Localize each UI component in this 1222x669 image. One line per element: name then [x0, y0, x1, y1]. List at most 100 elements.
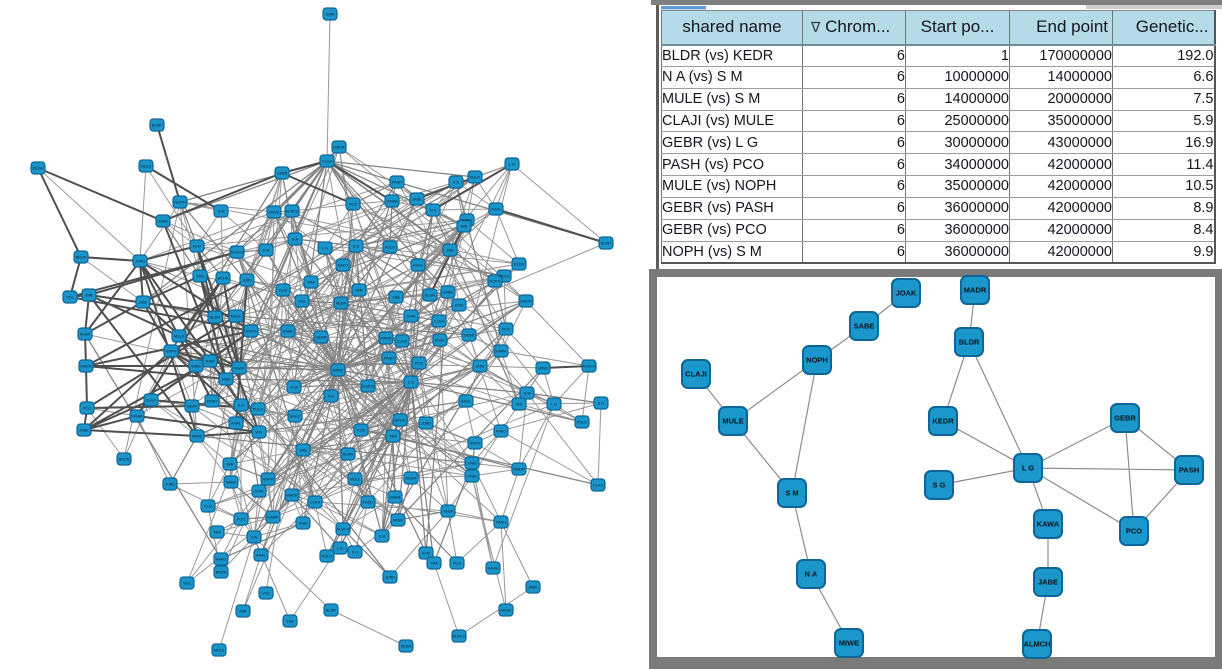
- svg-text:N A: N A: [516, 403, 523, 407]
- svg-text:JOAK: JOAK: [325, 13, 335, 17]
- svg-text:S M: S M: [379, 535, 386, 539]
- svg-text:TRA: TRA: [196, 275, 204, 279]
- svg-text:ALMCH: ALMCH: [452, 635, 466, 639]
- svg-text:CLAJI: CLAJI: [322, 160, 332, 164]
- svg-text:GEBR: GEBR: [316, 336, 327, 340]
- svg-text:S M: S M: [524, 392, 531, 396]
- svg-text:NAKO: NAKO: [290, 415, 301, 419]
- svg-text:JURD: JURD: [242, 279, 252, 283]
- svg-text:JOAK: JOAK: [406, 315, 416, 319]
- svg-text:ZAB: ZAB: [286, 620, 294, 624]
- svg-text:S G: S G: [353, 245, 360, 249]
- svg-text:VOL: VOL: [298, 300, 306, 304]
- svg-text:S G: S G: [933, 481, 946, 490]
- svg-text:MADR: MADR: [964, 286, 987, 295]
- svg-text:CLAJI: CLAJI: [310, 501, 320, 505]
- svg-text:S M: S M: [218, 210, 225, 214]
- svg-text:N A: N A: [805, 570, 818, 579]
- svg-text:PULO: PULO: [385, 246, 395, 250]
- svg-text:JURD: JURD: [421, 422, 431, 426]
- svg-text:AHAL: AHAL: [461, 400, 471, 404]
- svg-text:BLDR: BLDR: [343, 453, 353, 457]
- svg-text:MIWE: MIWE: [333, 369, 344, 373]
- svg-text:ZAB: ZAB: [139, 301, 147, 305]
- svg-text:MULE: MULE: [214, 649, 225, 653]
- svg-text:MADR: MADR: [513, 468, 524, 472]
- svg-text:PASH: PASH: [392, 181, 402, 185]
- svg-text:N A: N A: [430, 209, 437, 213]
- svg-text:JABE: JABE: [298, 522, 308, 526]
- svg-text:NAKO: NAKO: [496, 430, 507, 434]
- svg-text:GEBR: GEBR: [277, 172, 288, 176]
- svg-text:GEBR: GEBR: [464, 334, 475, 338]
- svg-text:AHAL: AHAL: [491, 208, 501, 212]
- svg-text:GEBR: GEBR: [1114, 414, 1136, 423]
- svg-text:BLDR: BLDR: [959, 338, 980, 347]
- svg-text:NOPH: NOPH: [246, 330, 257, 334]
- svg-text:ALMCH: ALMCH: [1023, 640, 1050, 649]
- svg-text:MULE: MULE: [141, 165, 152, 169]
- svg-text:ALMCH: ALMCH: [230, 251, 244, 255]
- svg-text:GEBR: GEBR: [187, 405, 198, 409]
- svg-text:NAKO: NAKO: [462, 219, 473, 223]
- svg-text:KAWA: KAWA: [268, 516, 279, 520]
- svg-text:L G: L G: [1022, 464, 1035, 473]
- svg-text:KLM: KLM: [193, 245, 201, 249]
- svg-text:CLAJI: CLAJI: [685, 370, 707, 379]
- svg-text:PASH: PASH: [363, 501, 373, 505]
- svg-text:JOAK: JOAK: [254, 490, 264, 494]
- svg-text:MIR: MIR: [356, 289, 363, 293]
- svg-text:JOAK: JOAK: [896, 289, 917, 298]
- svg-text:KAWA: KAWA: [496, 350, 507, 354]
- svg-text:BRUN: BRUN: [395, 419, 406, 423]
- svg-text:PCO: PCO: [349, 203, 357, 207]
- svg-text:MADR: MADR: [380, 337, 391, 341]
- svg-text:PCO: PCO: [453, 562, 461, 566]
- svg-text:ALMCH: ALMCH: [285, 210, 299, 214]
- svg-text:BRUN: BRUN: [119, 458, 130, 462]
- svg-text:SABE: SABE: [467, 462, 478, 466]
- svg-text:JOAK: JOAK: [205, 360, 215, 364]
- svg-text:BRUN: BRUN: [216, 571, 227, 575]
- svg-text:L G: L G: [551, 403, 557, 407]
- svg-text:NOPH: NOPH: [806, 356, 828, 365]
- svg-text:JURD: JURD: [385, 576, 395, 580]
- svg-text:MIR: MIR: [240, 610, 247, 614]
- svg-text:PASH: PASH: [435, 339, 445, 343]
- svg-text:JABE: JABE: [412, 198, 422, 202]
- svg-text:JABE: JABE: [79, 429, 89, 433]
- svg-text:NOPH: NOPH: [263, 478, 274, 482]
- svg-text:KLM: KLM: [279, 289, 287, 293]
- svg-text:PCO: PCO: [237, 518, 245, 522]
- svg-text:VOL: VOL: [262, 592, 270, 596]
- svg-text:BLDR: BLDR: [601, 242, 611, 246]
- svg-text:TRA: TRA: [213, 531, 221, 535]
- svg-text:TRA: TRA: [389, 435, 397, 439]
- svg-text:L G: L G: [408, 381, 414, 385]
- svg-text:MADR: MADR: [333, 146, 344, 150]
- svg-text:GEBR: GEBR: [390, 496, 401, 500]
- svg-text:KEDR: KEDR: [33, 167, 44, 171]
- svg-text:JABE: JABE: [528, 586, 538, 590]
- svg-text:S M: S M: [291, 386, 298, 390]
- svg-text:KEDR: KEDR: [514, 263, 525, 267]
- svg-text:KAWA: KAWA: [1037, 520, 1060, 529]
- svg-text:BLDR: BLDR: [425, 294, 435, 298]
- svg-text:PCO: PCO: [83, 407, 91, 411]
- svg-text:MIWE: MIWE: [501, 609, 512, 613]
- svg-text:NOPH: NOPH: [490, 280, 501, 284]
- svg-text:CLAJI: CLAJI: [397, 340, 407, 344]
- svg-text:PCO: PCO: [502, 328, 510, 332]
- svg-text:TRA: TRA: [430, 562, 438, 566]
- svg-text:KAWA: KAWA: [488, 567, 499, 571]
- svg-text:PULO: PULO: [470, 176, 480, 180]
- svg-text:KEDR: KEDR: [406, 477, 417, 481]
- svg-text:MADR: MADR: [520, 300, 531, 304]
- svg-text:S G: S G: [453, 181, 460, 185]
- svg-text:NOPH: NOPH: [470, 442, 481, 446]
- svg-text:PULO: PULO: [253, 408, 263, 412]
- svg-text:L G: L G: [509, 163, 515, 167]
- svg-text:NOPH: NOPH: [175, 201, 186, 205]
- svg-text:S M: S M: [263, 249, 270, 253]
- svg-text:NAKO: NAKO: [338, 264, 349, 268]
